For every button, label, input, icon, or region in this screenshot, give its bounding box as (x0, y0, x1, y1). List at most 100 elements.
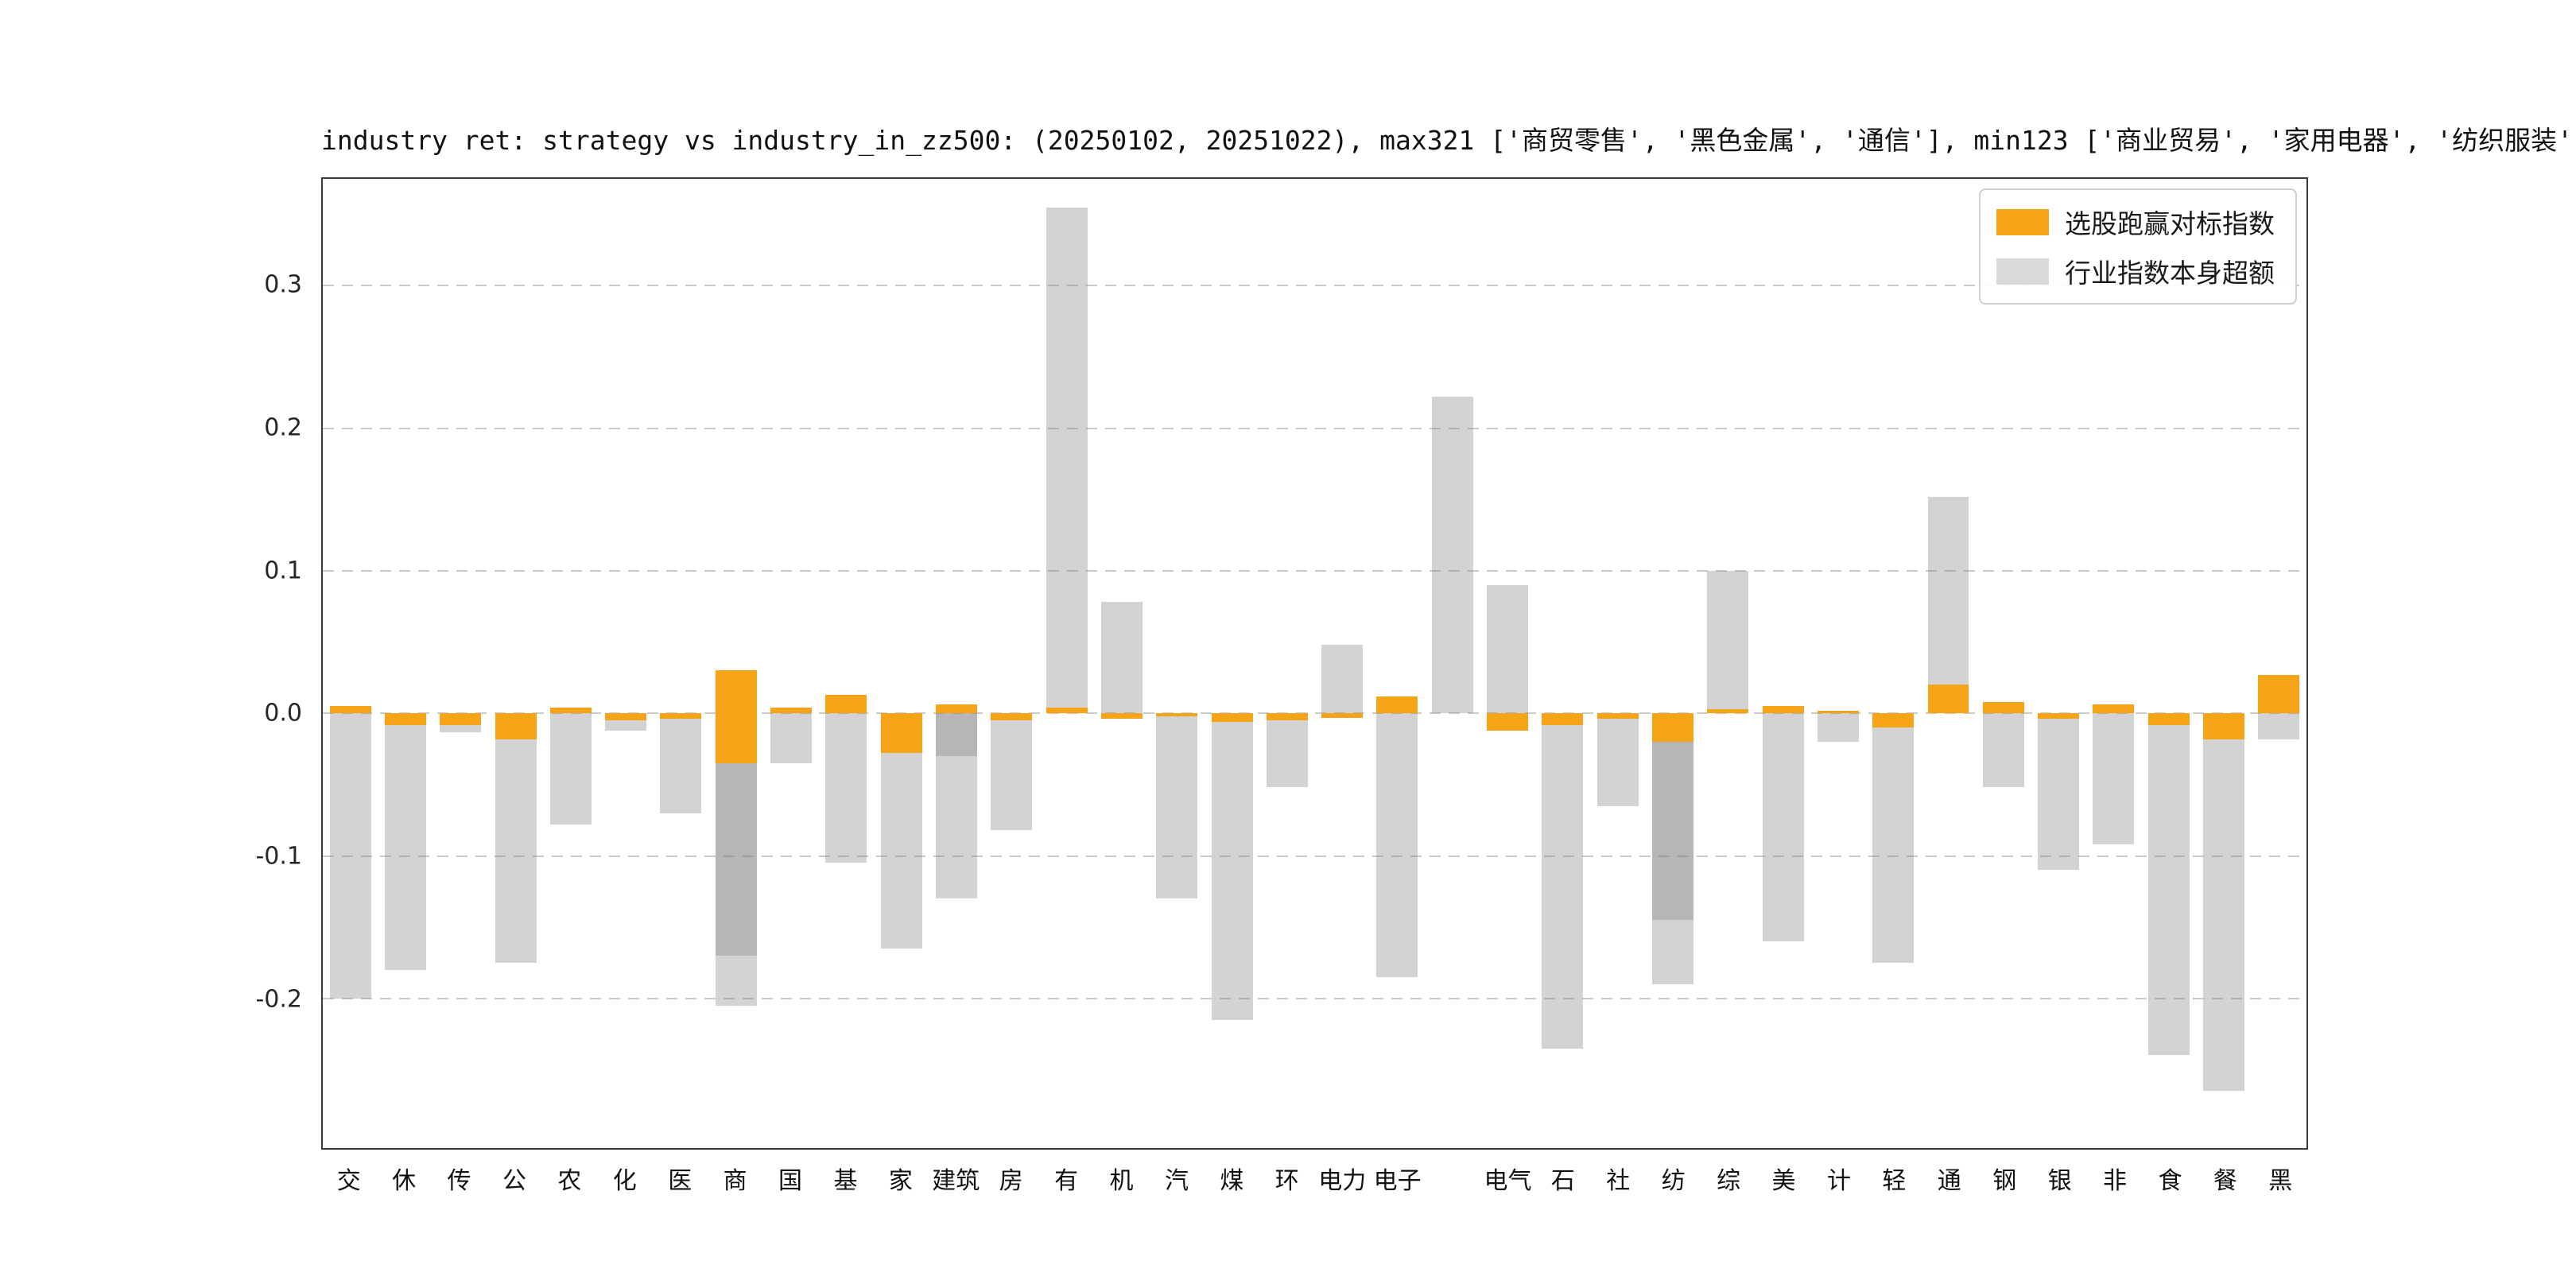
gray-bar-overlay (1651, 713, 1693, 921)
x-tick-label: 基 (833, 1167, 858, 1195)
orange-bar (1762, 706, 1804, 714)
orange-bar (384, 713, 426, 725)
orange-bar (2147, 713, 2190, 725)
gray-bar (660, 713, 702, 813)
gray-bar (1872, 713, 1915, 963)
gridline (323, 427, 2306, 429)
x-tick-label: 计 (1826, 1167, 1851, 1195)
x-tick-label: 通 (1937, 1167, 1961, 1195)
y-tick-label: 0.3 (264, 270, 302, 299)
orange-bar (936, 704, 977, 714)
x-tick-label: 非 (2103, 1167, 2128, 1195)
gridline (323, 285, 2306, 287)
gray-bar (384, 713, 426, 970)
gray-bar (1046, 207, 1088, 714)
x-tick-label: 美 (1771, 1167, 1796, 1195)
orange-bar (329, 706, 371, 714)
orange-bar (1321, 713, 1364, 718)
orange-bar (1100, 713, 1143, 720)
orange-bar (2203, 713, 2245, 739)
x-tick-label: 银 (2047, 1167, 2072, 1195)
gridline (323, 997, 2306, 999)
orange-bar (770, 708, 813, 714)
orange-bar-negative (715, 713, 757, 763)
orange-bar (1211, 713, 1253, 722)
y-tick-label: 0.2 (264, 413, 302, 442)
legend-swatch-orange (1996, 208, 2049, 235)
gray-bar (549, 713, 592, 825)
x-tick-label: 商 (723, 1167, 747, 1195)
legend-item-industry: 行业指数本身超额 (1996, 252, 2275, 290)
gray-bar (1927, 496, 1969, 714)
gray-bar (1596, 713, 1639, 806)
orange-bar (495, 713, 537, 739)
gray-bar (1762, 713, 1804, 942)
gray-bar (1651, 713, 1693, 984)
legend-label-strategy: 选股跑赢对标指数 (2065, 208, 2275, 239)
orange-bar (1927, 685, 1969, 714)
x-tick-label: 机 (1109, 1167, 1134, 1195)
y-tick-label: -0.1 (255, 842, 302, 871)
x-tick-label: 黑 (2268, 1167, 2293, 1195)
orange-bar (1817, 710, 1859, 714)
orange-bar (2258, 674, 2300, 714)
orange-bar (1046, 708, 1088, 714)
x-tick-label: 环 (1274, 1167, 1299, 1195)
x-tick-label: 有 (1054, 1167, 1079, 1195)
x-tick-label: 石 (1550, 1167, 1575, 1195)
x-tick-label: 化 (612, 1167, 637, 1195)
legend-swatch-gray (1996, 258, 2049, 285)
orange-bar (1376, 696, 1418, 714)
gridline (323, 712, 2306, 715)
orange-bar (1651, 713, 1693, 743)
x-tick-label: 房 (999, 1167, 1023, 1195)
gray-bar (936, 713, 977, 899)
orange-bar (1707, 708, 1749, 714)
orange-bar (440, 713, 482, 725)
x-tick-label: 综 (1717, 1167, 1741, 1195)
x-tick-label: 电力 (1318, 1167, 1367, 1195)
gray-bar (1100, 602, 1143, 714)
legend-label-industry: 行业指数本身超额 (2065, 258, 2275, 289)
chart-title: industry ret: strategy vs industry_in_zz… (321, 125, 2576, 156)
x-tick-label: 轻 (1882, 1167, 1907, 1195)
gray-bar (1376, 713, 1418, 977)
orange-bar (825, 694, 867, 714)
x-axis: 交 休 传 公 农 化 医 商 国 基 家建筑房 有 机 汽 煤 环电力 电子 电气石 社 纺 综 美 计 轻 通 钢 银 非 食 餐 黑 (321, 1161, 2308, 1201)
orange-bar (991, 713, 1033, 721)
orange-bar (715, 670, 757, 714)
x-tick-label: 交 (336, 1167, 361, 1195)
gray-bar-overlay (936, 713, 977, 756)
orange-bar (1596, 713, 1639, 720)
y-axis: 0.3 0.2 0.1 0.0 -0.1 -0.2 (175, 177, 302, 1150)
orange-bar (605, 713, 647, 721)
gray-bar (329, 713, 371, 999)
legend: 选股跑赢对标指数 行业指数本身超额 (1979, 188, 2297, 305)
gray-bar (2093, 713, 2135, 845)
gray-bar (495, 713, 537, 963)
y-tick-label: 0.1 (264, 557, 302, 585)
gray-bar (825, 713, 867, 863)
gray-bar (1487, 584, 1529, 714)
x-tick-label: 家 (888, 1167, 913, 1195)
x-tick-label: 建筑 (932, 1167, 980, 1195)
x-tick-label: 国 (778, 1167, 803, 1195)
gray-bar (1431, 397, 1473, 714)
plot-area (321, 177, 2308, 1150)
x-tick-label: 公 (502, 1167, 526, 1195)
x-tick-label: 餐 (2213, 1167, 2237, 1195)
x-tick-label: 煤 (1220, 1167, 1244, 1195)
gray-bar (1707, 570, 1749, 714)
gray-bar (2258, 713, 2300, 739)
x-tick-label: 休 (392, 1167, 417, 1195)
orange-bar (2093, 704, 2135, 714)
gray-bar (1321, 645, 1364, 714)
x-tick-label: 农 (557, 1167, 582, 1195)
x-tick-label: 电子 (1373, 1167, 1422, 1195)
orange-bar (1487, 713, 1529, 731)
x-tick-label: 传 (447, 1167, 471, 1195)
orange-bar (549, 708, 592, 714)
gray-bar (1211, 713, 1253, 1020)
gray-bar (1156, 713, 1198, 899)
x-tick-label: 社 (1606, 1167, 1631, 1195)
